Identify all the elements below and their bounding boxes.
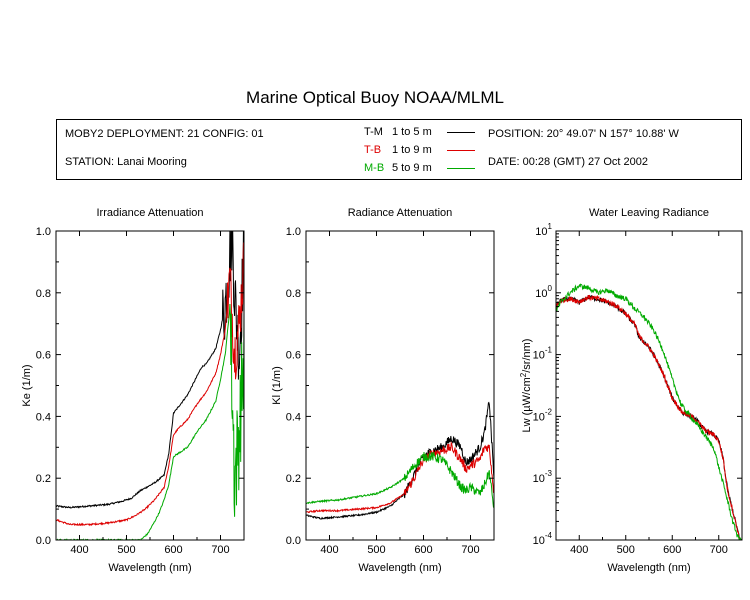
series-group (556, 283, 742, 540)
chart-title: Radiance Attenuation (348, 207, 453, 219)
x-tick-label: 500 (617, 544, 635, 556)
y-axis-label: Kl (1/m) (271, 366, 283, 405)
series-line-t-m (306, 401, 494, 520)
chart-panel-1: Radiance Attenuation 400 500 600 700 Waveleng… (271, 207, 495, 574)
y-tick-exponent: 1 (548, 222, 553, 231)
x-tick-label: 700 (461, 544, 479, 556)
y-tick-exponent: -3 (545, 469, 553, 478)
station-text: STATION: Lanai Mooring (65, 156, 187, 168)
legend-code-mb: M-B (364, 162, 385, 174)
y-tick-label: 10-2 (533, 407, 553, 423)
y-tick-exponent: 0 (548, 284, 553, 293)
x-tick-label: 400 (70, 544, 88, 556)
x-axis-label: Wavelength (nm) (108, 562, 191, 574)
y-tick-exponent: -4 (545, 531, 553, 540)
position-text: POSITION: 20° 49.07' N 157° 10.88' W (488, 128, 679, 140)
legend-range-mb: 5 to 9 m (392, 162, 432, 174)
y-tick-label: 0.2 (286, 473, 301, 485)
y-tick-exponent: -1 (545, 346, 553, 355)
y-tick-label: 0.4 (286, 411, 301, 423)
y-tick-label: 0.8 (286, 288, 301, 300)
y-tick-label: 10-4 (533, 531, 553, 547)
y-tick-label: 100 (535, 284, 552, 300)
chart-title: Irradiance Attenuation (96, 207, 203, 219)
x-tick-label: 400 (570, 544, 588, 556)
x-tick-label: 600 (663, 544, 681, 556)
y-tick-label: 10-1 (533, 346, 553, 362)
y-tick-label: 0.6 (286, 350, 301, 362)
plot-frame (55, 230, 245, 541)
y-tick-label: 0.2 (36, 473, 51, 485)
chart-panel-2: Water Leaving Radiance 400 500 600 700 Wavele… (519, 207, 743, 574)
x-axis-label: Wavelength (nm) (607, 562, 690, 574)
x-tick-label: 700 (211, 544, 229, 556)
x-axis-label: Wavelength (nm) (358, 562, 441, 574)
series-line-t-m (56, 231, 244, 509)
y-tick-label: 0.4 (36, 411, 51, 423)
x-tick-label: 600 (164, 544, 182, 556)
y-axis-label: Ke (1/m) (21, 364, 33, 406)
plot-frame (555, 230, 743, 541)
date-text: DATE: 00:28 (GMT) 27 Oct 2002 (488, 156, 648, 168)
plot-frame (305, 230, 495, 541)
y-axis-label: Lw (µW/cm2/sr/nm) (519, 339, 533, 433)
legend-range-tm: 1 to 5 m (392, 126, 432, 138)
y-tick-label: 0.8 (36, 288, 51, 300)
legend-range-tb: 1 to 9 m (392, 144, 432, 156)
y-tick-label: 0.0 (286, 535, 301, 547)
legend-code-tm: T-M (364, 126, 383, 138)
x-tick-label: 400 (320, 544, 338, 556)
x-tick-label: 700 (710, 544, 728, 556)
y-tick-label: 1.0 (36, 226, 51, 238)
y-tick-label: 101 (535, 222, 552, 238)
x-tick-label: 500 (117, 544, 135, 556)
series-line-m-b (306, 451, 494, 508)
x-tick-label: 500 (367, 544, 385, 556)
series-line-t-b (556, 294, 742, 540)
deployment-text: MOBY2 DEPLOYMENT: 21 CONFIG: 01 (65, 128, 264, 140)
y-tick-label: 1.0 (286, 226, 301, 238)
chart-panel-0: Irradiance Attenuation 400 500 600 700 Wavele… (21, 207, 245, 574)
page-title: Marine Optical Buoy NOAA/MLML (246, 88, 504, 107)
chart-title: Water Leaving Radiance (589, 207, 709, 219)
x-tick-label: 600 (414, 544, 432, 556)
series-line-m-b (556, 283, 742, 540)
series-group (306, 401, 494, 520)
info-box: MOBY2 DEPLOYMENT: 21 CONFIG: 01 STATION:… (56, 119, 742, 180)
legend-line-mb (447, 168, 475, 169)
series-group (56, 231, 244, 540)
y-tick-label: 0.6 (36, 350, 51, 362)
legend-line-tb (447, 150, 475, 151)
series-line-m-b (56, 303, 244, 540)
y-tick-label: 0.0 (36, 535, 51, 547)
y-tick-label: 10-3 (533, 469, 553, 485)
series-line-t-b (306, 441, 494, 514)
series-line-t-b (56, 242, 244, 527)
legend-code-tb: T-B (364, 144, 382, 156)
y-tick-exponent: -2 (545, 407, 553, 416)
series-line-t-m (556, 295, 742, 540)
legend-line-tm (447, 132, 475, 133)
